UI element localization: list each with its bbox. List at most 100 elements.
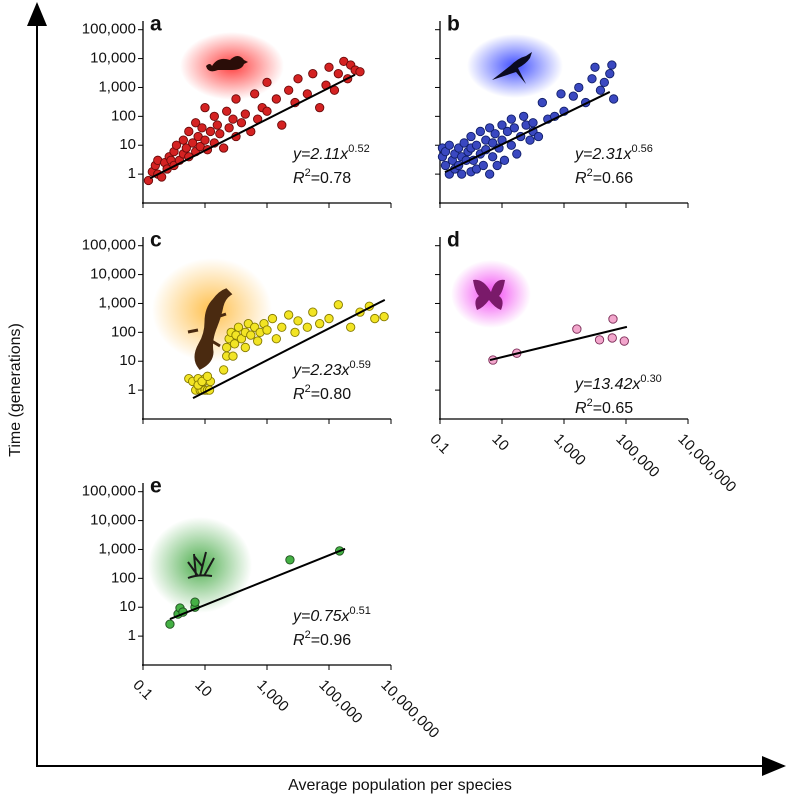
point <box>228 351 238 361</box>
fit-line <box>169 547 346 620</box>
point <box>485 123 495 133</box>
y-tick-label: 100 <box>111 323 136 340</box>
point <box>262 325 272 335</box>
point <box>324 62 334 72</box>
equation-exponent: 0.51 <box>349 605 370 617</box>
point <box>488 138 498 148</box>
point <box>262 77 272 88</box>
point <box>556 89 566 99</box>
point <box>191 118 201 128</box>
r-squared-symbol: R <box>293 386 305 403</box>
point <box>181 143 191 153</box>
y-tick-label: 1,000 <box>98 540 136 557</box>
point <box>308 69 318 79</box>
equation: y=2.11x0.52 <box>292 143 370 163</box>
point <box>485 169 495 179</box>
point <box>293 74 303 84</box>
x-tick-label: 1,000 <box>550 431 589 470</box>
y-tick-label: 10,000 <box>90 266 136 283</box>
y-tick-label: 100,000 <box>82 483 136 500</box>
point <box>619 336 629 346</box>
r-squared-symbol: R <box>575 170 587 187</box>
point <box>271 94 281 104</box>
y-tick-label: 1 <box>128 381 136 398</box>
equation-exponent: 0.59 <box>349 359 370 371</box>
point <box>609 94 619 104</box>
point <box>212 120 222 130</box>
point <box>572 324 582 334</box>
point <box>219 365 229 375</box>
point <box>499 155 510 165</box>
r-squared-power: 2 <box>587 167 593 179</box>
y-tick-label: 100 <box>111 569 136 586</box>
point <box>506 114 516 124</box>
point <box>222 106 232 116</box>
point <box>595 85 606 95</box>
point <box>262 106 272 116</box>
panel-label: b <box>447 13 460 36</box>
point <box>355 67 365 77</box>
point <box>568 91 578 101</box>
point <box>333 300 343 310</box>
point <box>466 131 476 142</box>
point <box>240 342 250 353</box>
x-tick-label: 100,000 <box>612 431 662 481</box>
r-squared-value: =0.96 <box>311 632 352 649</box>
fit-line <box>149 73 356 180</box>
y-tick-label: 1 <box>128 627 136 644</box>
point <box>285 555 295 565</box>
r-squared: R2=0.78 <box>293 167 351 187</box>
r-squared-power: 2 <box>305 629 311 641</box>
point <box>528 118 538 128</box>
point <box>178 135 188 145</box>
point <box>594 335 605 345</box>
point <box>190 597 200 607</box>
fit-line <box>489 325 628 362</box>
panel: b y=2.31x0.56 R2=0.66 <box>435 13 689 208</box>
point <box>525 135 535 145</box>
equation-exponent: 0.30 <box>640 373 661 385</box>
fit-line <box>444 91 611 174</box>
point <box>200 103 210 113</box>
point <box>315 319 325 329</box>
point <box>607 333 617 343</box>
point <box>475 126 485 137</box>
x-tick-label: 10 <box>191 677 215 701</box>
point <box>302 322 312 332</box>
point <box>215 129 225 139</box>
point <box>457 169 467 179</box>
r-squared-value: =0.66 <box>593 170 634 187</box>
y-tick-label: 1,000 <box>98 78 136 95</box>
point <box>587 74 597 84</box>
point <box>171 140 182 150</box>
point <box>293 316 303 326</box>
r-squared-value: =0.78 <box>311 170 352 187</box>
point <box>240 109 250 119</box>
r-squared-power: 2 <box>587 397 593 409</box>
equation-base: y=13.42x <box>574 376 641 393</box>
point <box>324 313 334 324</box>
point <box>537 97 547 108</box>
r-squared-symbol: R <box>293 632 305 649</box>
r-squared-power: 2 <box>305 383 311 395</box>
r-squared: R2=0.80 <box>293 383 351 403</box>
y-tick-label: 10 <box>119 352 136 369</box>
point <box>590 62 600 72</box>
equation-base: y=2.23x <box>292 362 350 379</box>
y-tick-label: 100,000 <box>82 21 136 38</box>
point <box>284 310 294 320</box>
equation-exponent: 0.52 <box>348 143 369 155</box>
r-squared-symbol: R <box>575 400 587 417</box>
point <box>222 342 232 353</box>
point <box>209 111 219 121</box>
x-tick-label: 10,000,000 <box>674 431 739 496</box>
equation-exponent: 0.56 <box>631 143 652 155</box>
point <box>231 94 241 104</box>
point <box>205 126 216 137</box>
point <box>267 313 278 324</box>
y-tick-label: 10,000 <box>90 512 136 529</box>
panel: 1 10 100 1,000 10,000 100,000 a y=2.11x0.52 R2=0… <box>82 13 392 208</box>
point <box>509 123 519 133</box>
point <box>574 82 584 93</box>
